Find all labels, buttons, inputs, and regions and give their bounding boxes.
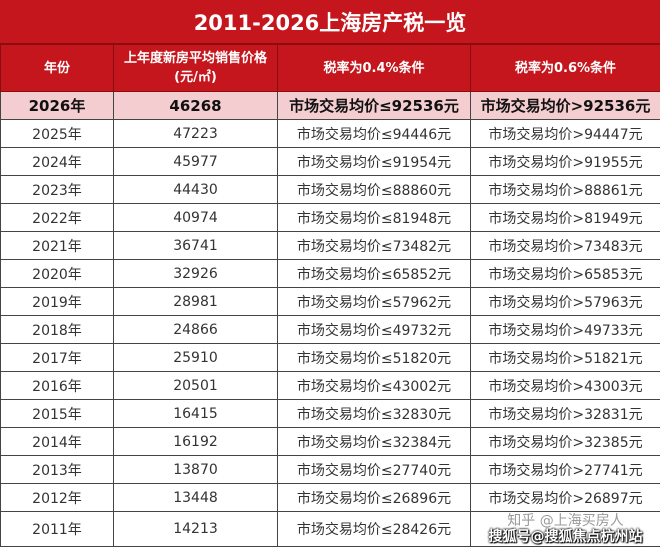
cell-r06: 市场交易均价>57963元 xyxy=(470,287,660,316)
cell-price: 24866 xyxy=(113,315,278,344)
table-row: 2018年 24866 市场交易均价≤49732元 市场交易均价>49733元 xyxy=(0,315,660,344)
cell-r06: 市场交易均价>49733元 xyxy=(470,315,660,344)
cell-price: 36741 xyxy=(113,231,278,260)
cell-r04: 市场交易均价≤26896元 xyxy=(277,483,471,512)
cell-r04: 市场交易均价≤49732元 xyxy=(277,315,471,344)
cell-price: 14213 xyxy=(113,511,278,547)
cell-year: 2022年 xyxy=(0,203,114,232)
table-row: 2011年 14213 市场交易均价≤28426元 知乎 @上海买房人 搜狐号@搜狐焦点… xyxy=(0,511,660,547)
table-row: 2020年 32926 市场交易均价≤65852元 市场交易均价>65853元 xyxy=(0,259,660,288)
header-price-unit: (元/㎡) xyxy=(174,70,217,85)
table-row: 2016年 20501 市场交易均价≤43002元 市场交易均价>43003元 xyxy=(0,371,660,400)
cell-r06: 市场交易均价>92536元 xyxy=(470,91,660,120)
header-year: 年份 xyxy=(0,44,114,92)
cell-year: 2011年 xyxy=(0,511,114,547)
watermark: 搜狐号@搜狐焦点杭州站 xyxy=(488,529,643,545)
cell-r06: 市场交易均价>27741元 xyxy=(470,455,660,484)
cell-r04: 市场交易均价≤57962元 xyxy=(277,287,471,316)
cell-r04: 市场交易均价≤92536元 xyxy=(277,91,471,120)
cell-price: 25910 xyxy=(113,343,278,372)
cell-price: 28981 xyxy=(113,287,278,316)
property-tax-table: 年份 上年度新房平均销售价格 (元/㎡) 税率为0.4%条件 税率为0.6%条件 … xyxy=(0,44,660,547)
header-price: 上年度新房平均销售价格 (元/㎡) xyxy=(113,44,278,92)
cell-r06: 市场交易均价>51821元 xyxy=(470,343,660,372)
cell-r04: 市场交易均价≤65852元 xyxy=(277,259,471,288)
table-row: 2025年 47223 市场交易均价≤94446元 市场交易均价>94447元 xyxy=(0,119,660,148)
cell-year: 2020年 xyxy=(0,259,114,288)
table-row: 2022年 40974 市场交易均价≤81948元 市场交易均价>81949元 xyxy=(0,203,660,232)
cell-r04: 市场交易均价≤43002元 xyxy=(277,371,471,400)
header-rate-06: 税率为0.6%条件 xyxy=(470,44,660,92)
cell-year: 2021年 xyxy=(0,231,114,260)
cell-year: 2017年 xyxy=(0,343,114,372)
cell-year: 2024年 xyxy=(0,147,114,176)
cell-price: 16415 xyxy=(113,399,278,428)
cell-year: 2016年 xyxy=(0,371,114,400)
cell-year: 2026年 xyxy=(0,91,114,120)
table-row: 2014年 16192 市场交易均价≤32384元 市场交易均价>32385元 xyxy=(0,427,660,456)
cell-r06: 市场交易均价>43003元 xyxy=(470,371,660,400)
cell-r04: 市场交易均价≤28426元 xyxy=(277,511,471,547)
cell-r04: 市场交易均价≤94446元 xyxy=(277,119,471,148)
cell-r04: 市场交易均价≤91954元 xyxy=(277,147,471,176)
cell-r06: 市场交易均价>26897元 xyxy=(470,483,660,512)
cell-price: 20501 xyxy=(113,371,278,400)
cell-year: 2019年 xyxy=(0,287,114,316)
table-row: 2013年 13870 市场交易均价≤27740元 市场交易均价>27741元 xyxy=(0,455,660,484)
cell-r06: 市场交易均价>32385元 xyxy=(470,427,660,456)
cell-price: 40974 xyxy=(113,203,278,232)
cell-r06: 市场交易均价>91955元 xyxy=(470,147,660,176)
cell-price: 13448 xyxy=(113,483,278,512)
cell-r04: 市场交易均价≤88860元 xyxy=(277,175,471,204)
cell-price: 13870 xyxy=(113,455,278,484)
cell-r04: 市场交易均价≤27740元 xyxy=(277,455,471,484)
table-row: 2021年 36741 市场交易均价≤73482元 市场交易均价>73483元 xyxy=(0,231,660,260)
cell-r06: 市场交易均价>81949元 xyxy=(470,203,660,232)
cell-price: 32926 xyxy=(113,259,278,288)
cell-year: 2025年 xyxy=(0,119,114,148)
cell-r06: 知乎 @上海买房人 搜狐号@搜狐焦点杭州站 xyxy=(470,511,660,547)
cell-r04: 市场交易均价≤32830元 xyxy=(277,399,471,428)
cell-year: 2015年 xyxy=(0,399,114,428)
header-row: 年份 上年度新房平均销售价格 (元/㎡) 税率为0.4%条件 税率为0.6%条件 xyxy=(0,44,660,92)
table-row: 2019年 28981 市场交易均价≤57962元 市场交易均价>57963元 xyxy=(0,287,660,316)
cell-r06: 市场交易均价>88861元 xyxy=(470,175,660,204)
cell-price: 16192 xyxy=(113,427,278,456)
cell-r06: 市场交易均价>94447元 xyxy=(470,119,660,148)
watermark-faint: 知乎 @上海买房人 xyxy=(507,513,624,529)
table-row: 2024年 45977 市场交易均价≤91954元 市场交易均价>91955元 xyxy=(0,147,660,176)
cell-r04: 市场交易均价≤81948元 xyxy=(277,203,471,232)
cell-price: 44430 xyxy=(113,175,278,204)
table-row: 2015年 16415 市场交易均价≤32830元 市场交易均价>32831元 xyxy=(0,399,660,428)
header-price-label: 上年度新房平均销售价格 xyxy=(123,51,267,66)
table-row: 2023年 44430 市场交易均价≤88860元 市场交易均价>88861元 xyxy=(0,175,660,204)
table-row: 2026年 46268 市场交易均价≤92536元 市场交易均价>92536元 xyxy=(0,91,660,120)
cell-r04: 市场交易均价≤73482元 xyxy=(277,231,471,260)
cell-price: 45977 xyxy=(113,147,278,176)
table-title: 2011-2026上海房产税一览 xyxy=(0,0,660,44)
cell-year: 2012年 xyxy=(0,483,114,512)
cell-price: 46268 xyxy=(113,91,278,120)
cell-r04: 市场交易均价≤51820元 xyxy=(277,343,471,372)
cell-year: 2014年 xyxy=(0,427,114,456)
cell-year: 2023年 xyxy=(0,175,114,204)
cell-price: 47223 xyxy=(113,119,278,148)
cell-r06: 市场交易均价>65853元 xyxy=(470,259,660,288)
cell-r06: 市场交易均价>73483元 xyxy=(470,231,660,260)
header-rate-04: 税率为0.4%条件 xyxy=(277,44,471,92)
cell-year: 2013年 xyxy=(0,455,114,484)
cell-year: 2018年 xyxy=(0,315,114,344)
cell-r04: 市场交易均价≤32384元 xyxy=(277,427,471,456)
table-row: 2017年 25910 市场交易均价≤51820元 市场交易均价>51821元 xyxy=(0,343,660,372)
cell-r06: 市场交易均价>32831元 xyxy=(470,399,660,428)
table-row: 2012年 13448 市场交易均价≤26896元 市场交易均价>26897元 xyxy=(0,483,660,512)
